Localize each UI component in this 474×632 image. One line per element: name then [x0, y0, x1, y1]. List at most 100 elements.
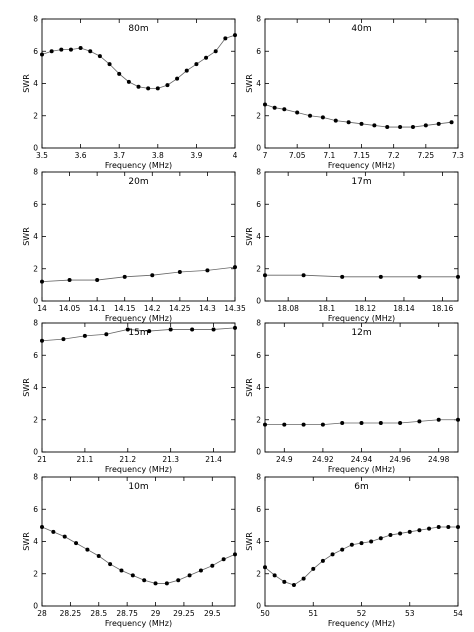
chart-4-plot-frame — [41, 322, 236, 453]
chart-1-xtick-label: 7.2 — [388, 151, 400, 160]
chart-4-ytick-label: 2 — [33, 415, 38, 424]
chart-6-xtick-label: 29 — [151, 609, 161, 618]
chart-4-data-point — [190, 327, 195, 332]
chart-4-ytick-label: 8 — [33, 319, 38, 328]
chart-5-data-point — [263, 422, 267, 427]
chart-6-data-point — [176, 578, 181, 583]
chart-6-data-point — [130, 573, 135, 578]
chart-0-data-point — [223, 36, 228, 41]
chart-3-ylabel: SWR — [245, 227, 254, 246]
chart-1-data-point — [372, 123, 377, 128]
chart-5-data-point — [378, 420, 383, 425]
chart-6-ytick-label: 8 — [33, 473, 38, 482]
chart-2-ytick-label: 2 — [33, 264, 38, 273]
chart-7-xtick-label: 54 — [453, 609, 463, 618]
chart-2-data-point — [205, 268, 210, 273]
chart-7-series-line — [264, 526, 458, 586]
chart-0-data-point — [117, 71, 122, 76]
chart-3-data-point — [301, 273, 306, 278]
chart-4-ytick-label: 6 — [33, 351, 38, 360]
chart-3-data-point — [417, 274, 422, 279]
chart-1-data-point — [423, 123, 428, 128]
chart-5-ytick-label: 6 — [256, 351, 261, 360]
chart-5-data-point — [320, 422, 325, 427]
chart-0-xtick-label: 3.8 — [152, 151, 164, 160]
chart-5-ytick-label: 4 — [256, 383, 261, 392]
chart-2-xlabel: Frequency (MHz) — [105, 314, 172, 323]
chart-0-panel: 0 2 4 6 8 3.5 3.6 3.7 3.8 3.9 4 80m Frequency (MHz) S… — [22, 15, 238, 170]
chart-1-xtick-label: 7.05 — [289, 151, 306, 160]
chart-0-data-point — [78, 46, 83, 51]
chart-2-xtick-label: 14.25 — [169, 304, 191, 313]
chart-3-xtick-label: 18.1 — [318, 304, 335, 313]
chart-7-data-point — [330, 552, 335, 557]
chart-1-data-point — [449, 120, 454, 125]
chart-0-xtick-label: 3.6 — [75, 151, 87, 160]
chart-3-title: 17m — [351, 177, 371, 187]
chart-3-ytick-label: 6 — [256, 200, 261, 209]
chart-6-data-point — [153, 581, 158, 586]
chart-6-plot-frame — [41, 476, 236, 607]
chart-6-data-point — [40, 524, 44, 529]
chart-4-title: 15m — [128, 328, 148, 338]
chart-7-data-point — [446, 524, 451, 529]
chart-1-plot-frame — [264, 18, 459, 149]
chart-2-title: 20m — [128, 177, 148, 187]
chart-6-data-point — [74, 541, 79, 546]
chart-6-data-point — [51, 529, 56, 534]
chart-2-data-point — [95, 278, 100, 283]
chart-4-xtick-label: 21.1 — [77, 455, 94, 464]
chart-1-data-point — [436, 121, 441, 126]
chart-5-data-point — [417, 419, 422, 424]
chart-6-xlabel: Frequency (MHz) — [105, 619, 172, 628]
chart-5-panel: 0 2 4 6 8 24.9 24.92 24.94 24.96 24.98 12m Frequenc… — [245, 319, 460, 474]
chart-2-plot-frame — [41, 171, 236, 302]
chart-6-xtick-label: 28.25 — [60, 609, 82, 618]
chart-3-data-point — [456, 274, 460, 279]
chart-3-xlabel: Frequency (MHz) — [328, 314, 395, 323]
chart-0-xlabel: Frequency (MHz) — [105, 161, 172, 170]
chart-6-data-point — [233, 552, 237, 557]
chart-5-xtick-label: 24.92 — [312, 455, 334, 464]
chart-2-ytick-label: 4 — [33, 232, 38, 241]
chart-0-ytick-label: 8 — [33, 15, 38, 24]
chart-4-xlabel: Frequency (MHz) — [105, 465, 172, 474]
chart-4-data-point — [211, 327, 216, 332]
chart-5-data-point — [340, 420, 345, 425]
chart-6-data-point — [108, 562, 113, 567]
chart-2-xtick-label: 14.15 — [114, 304, 136, 313]
chart-7-ytick-label: 8 — [256, 473, 261, 482]
chart-3-xtick-label: 18.16 — [432, 304, 454, 313]
chart-3-data-point — [378, 274, 383, 279]
chart-6-data-point — [187, 573, 192, 578]
chart-0-data-point — [136, 84, 141, 89]
chart-6-ytick-label: 2 — [33, 569, 38, 578]
chart-4-data-point — [147, 329, 152, 334]
chart-0-plot-frame — [41, 18, 236, 149]
chart-1-series-line — [264, 104, 452, 128]
chart-6-title: 10m — [128, 482, 148, 492]
chart-7-data-point — [263, 565, 267, 570]
chart-6-data-point — [62, 534, 67, 539]
chart-6-data-point — [142, 578, 147, 583]
chart-0-data-point — [88, 49, 93, 54]
chart-0-data-point — [194, 62, 199, 67]
chart-1-data-point — [410, 125, 415, 130]
chart-2-xtick-label: 14.1 — [89, 304, 106, 313]
chart-6-ytick-label: 4 — [33, 537, 38, 546]
chart-1-xtick-label: 7.15 — [353, 151, 370, 160]
chart-1-xtick-label: 7 — [263, 151, 268, 160]
chart-7-xtick-label: 52 — [357, 609, 367, 618]
chart-1-ytick-label: 0 — [256, 144, 261, 153]
chart-7-ytick-label: 0 — [256, 602, 261, 611]
chart-1-data-point — [295, 110, 300, 115]
chart-0-ytick-label: 2 — [33, 111, 38, 120]
chart-7-data-point — [272, 573, 277, 578]
chart-7-data-point — [340, 547, 345, 552]
chart-1-data-point — [385, 125, 390, 130]
chart-6-xtick-label: 28 — [37, 609, 47, 618]
chart-1-data-point — [398, 125, 403, 130]
chart-2-data-point — [67, 278, 72, 283]
chart-4-xtick-label: 21.3 — [162, 455, 179, 464]
chart-1-ytick-label: 8 — [256, 15, 261, 24]
